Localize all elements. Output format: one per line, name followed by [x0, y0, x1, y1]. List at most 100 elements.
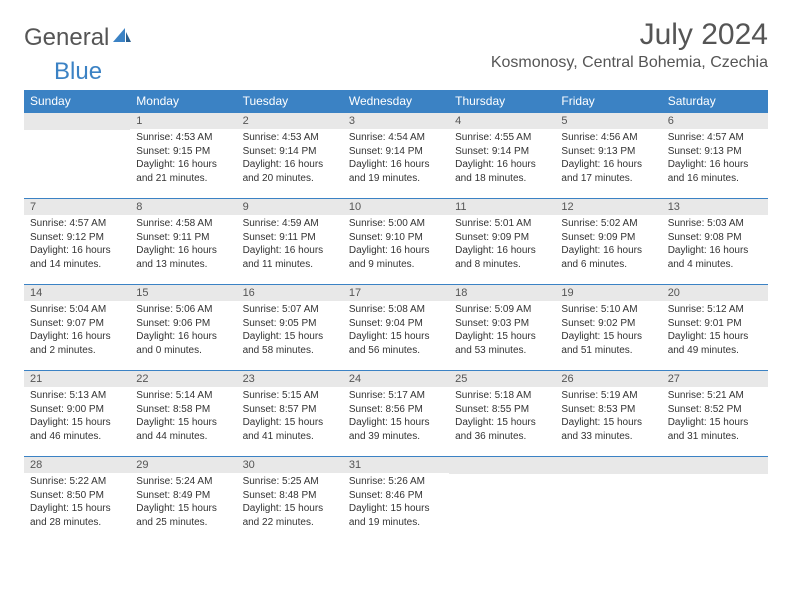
day-details: Sunrise: 5:18 AMSunset: 8:55 PMDaylight:… — [449, 387, 555, 447]
day-number: 12 — [555, 199, 661, 215]
sunrise-text: Sunrise: 5:17 AM — [349, 389, 443, 403]
day-number: 22 — [130, 371, 236, 387]
calendar-week-row: 14Sunrise: 5:04 AMSunset: 9:07 PMDayligh… — [24, 285, 768, 371]
calendar-day-cell: 10Sunrise: 5:00 AMSunset: 9:10 PMDayligh… — [343, 199, 449, 285]
day-details: Sunrise: 4:57 AMSunset: 9:13 PMDaylight:… — [662, 129, 768, 189]
calendar-day-cell: 7Sunrise: 4:57 AMSunset: 9:12 PMDaylight… — [24, 199, 130, 285]
sunrise-text: Sunrise: 5:15 AM — [243, 389, 337, 403]
daylight-text: Daylight: 15 hours and 58 minutes. — [243, 330, 337, 357]
day-details: Sunrise: 5:26 AMSunset: 8:46 PMDaylight:… — [343, 473, 449, 533]
calendar-day-cell — [662, 457, 768, 543]
sunset-text: Sunset: 8:55 PM — [455, 403, 549, 417]
day-details: Sunrise: 5:15 AMSunset: 8:57 PMDaylight:… — [237, 387, 343, 447]
daylight-text: Daylight: 15 hours and 49 minutes. — [668, 330, 762, 357]
day-details: Sunrise: 4:58 AMSunset: 9:11 PMDaylight:… — [130, 215, 236, 275]
day-number: 28 — [24, 457, 130, 473]
day-details: Sunrise: 5:10 AMSunset: 9:02 PMDaylight:… — [555, 301, 661, 361]
day-details: Sunrise: 4:56 AMSunset: 9:13 PMDaylight:… — [555, 129, 661, 189]
calendar-day-cell: 24Sunrise: 5:17 AMSunset: 8:56 PMDayligh… — [343, 371, 449, 457]
daylight-text: Daylight: 16 hours and 13 minutes. — [136, 244, 230, 271]
calendar-day-cell: 15Sunrise: 5:06 AMSunset: 9:06 PMDayligh… — [130, 285, 236, 371]
sunrise-text: Sunrise: 4:56 AM — [561, 131, 655, 145]
calendar-week-row: 28Sunrise: 5:22 AMSunset: 8:50 PMDayligh… — [24, 457, 768, 543]
sunrise-text: Sunrise: 5:02 AM — [561, 217, 655, 231]
weekday-header: Monday — [130, 90, 236, 113]
calendar-day-cell: 20Sunrise: 5:12 AMSunset: 9:01 PMDayligh… — [662, 285, 768, 371]
sunrise-text: Sunrise: 4:57 AM — [668, 131, 762, 145]
day-details: Sunrise: 5:06 AMSunset: 9:06 PMDaylight:… — [130, 301, 236, 361]
daylight-text: Daylight: 15 hours and 53 minutes. — [455, 330, 549, 357]
calendar-day-cell: 8Sunrise: 4:58 AMSunset: 9:11 PMDaylight… — [130, 199, 236, 285]
title-block: July 2024 Kosmonosy, Central Bohemia, Cz… — [491, 18, 768, 72]
daylight-text: Daylight: 15 hours and 28 minutes. — [30, 502, 124, 529]
sunrise-text: Sunrise: 5:07 AM — [243, 303, 337, 317]
sunset-text: Sunset: 8:46 PM — [349, 489, 443, 503]
calendar-day-cell: 14Sunrise: 5:04 AMSunset: 9:07 PMDayligh… — [24, 285, 130, 371]
day-number: 23 — [237, 371, 343, 387]
day-details: Sunrise: 5:02 AMSunset: 9:09 PMDaylight:… — [555, 215, 661, 275]
daylight-text: Daylight: 16 hours and 0 minutes. — [136, 330, 230, 357]
sunrise-text: Sunrise: 5:18 AM — [455, 389, 549, 403]
calendar-day-cell: 11Sunrise: 5:01 AMSunset: 9:09 PMDayligh… — [449, 199, 555, 285]
daylight-text: Daylight: 15 hours and 46 minutes. — [30, 416, 124, 443]
calendar-day-cell: 21Sunrise: 5:13 AMSunset: 9:00 PMDayligh… — [24, 371, 130, 457]
sunset-text: Sunset: 9:01 PM — [668, 317, 762, 331]
day-number: 3 — [343, 113, 449, 129]
day-number: 1 — [130, 113, 236, 129]
sunset-text: Sunset: 9:02 PM — [561, 317, 655, 331]
sunrise-text: Sunrise: 5:00 AM — [349, 217, 443, 231]
daylight-text: Daylight: 16 hours and 21 minutes. — [136, 158, 230, 185]
day-details: Sunrise: 5:08 AMSunset: 9:04 PMDaylight:… — [343, 301, 449, 361]
day-number: 7 — [24, 199, 130, 215]
sunrise-text: Sunrise: 5:04 AM — [30, 303, 124, 317]
day-details: Sunrise: 5:22 AMSunset: 8:50 PMDaylight:… — [24, 473, 130, 533]
sunset-text: Sunset: 8:56 PM — [349, 403, 443, 417]
day-number — [449, 457, 555, 474]
calendar-day-cell — [24, 113, 130, 199]
sunrise-text: Sunrise: 5:21 AM — [668, 389, 762, 403]
header: General July 2024 Kosmonosy, Central Boh… — [24, 18, 768, 72]
calendar-day-cell: 17Sunrise: 5:08 AMSunset: 9:04 PMDayligh… — [343, 285, 449, 371]
sunset-text: Sunset: 8:53 PM — [561, 403, 655, 417]
sunrise-text: Sunrise: 5:19 AM — [561, 389, 655, 403]
day-number — [555, 457, 661, 474]
sunrise-text: Sunrise: 4:54 AM — [349, 131, 443, 145]
day-number: 26 — [555, 371, 661, 387]
sunrise-text: Sunrise: 5:08 AM — [349, 303, 443, 317]
logo-sail-icon — [111, 26, 133, 46]
weekday-header: Tuesday — [237, 90, 343, 113]
daylight-text: Daylight: 15 hours and 22 minutes. — [243, 502, 337, 529]
day-number: 10 — [343, 199, 449, 215]
calendar-day-cell: 28Sunrise: 5:22 AMSunset: 8:50 PMDayligh… — [24, 457, 130, 543]
calendar-day-cell: 22Sunrise: 5:14 AMSunset: 8:58 PMDayligh… — [130, 371, 236, 457]
day-number: 2 — [237, 113, 343, 129]
sunrise-text: Sunrise: 5:09 AM — [455, 303, 549, 317]
sunset-text: Sunset: 8:49 PM — [136, 489, 230, 503]
day-details: Sunrise: 4:59 AMSunset: 9:11 PMDaylight:… — [237, 215, 343, 275]
day-details: Sunrise: 4:57 AMSunset: 9:12 PMDaylight:… — [24, 215, 130, 275]
sunrise-text: Sunrise: 4:53 AM — [243, 131, 337, 145]
daylight-text: Daylight: 15 hours and 41 minutes. — [243, 416, 337, 443]
sunset-text: Sunset: 8:48 PM — [243, 489, 337, 503]
sunset-text: Sunset: 9:06 PM — [136, 317, 230, 331]
calendar-day-cell: 16Sunrise: 5:07 AMSunset: 9:05 PMDayligh… — [237, 285, 343, 371]
daylight-text: Daylight: 15 hours and 19 minutes. — [349, 502, 443, 529]
day-details: Sunrise: 4:54 AMSunset: 9:14 PMDaylight:… — [343, 129, 449, 189]
day-details: Sunrise: 5:09 AMSunset: 9:03 PMDaylight:… — [449, 301, 555, 361]
calendar-week-row: 7Sunrise: 4:57 AMSunset: 9:12 PMDaylight… — [24, 199, 768, 285]
day-number: 20 — [662, 285, 768, 301]
calendar-week-row: 1Sunrise: 4:53 AMSunset: 9:15 PMDaylight… — [24, 113, 768, 199]
sunset-text: Sunset: 8:52 PM — [668, 403, 762, 417]
logo-text-blue: Blue — [54, 58, 102, 85]
day-number: 4 — [449, 113, 555, 129]
sunset-text: Sunset: 9:00 PM — [30, 403, 124, 417]
sunrise-text: Sunrise: 5:24 AM — [136, 475, 230, 489]
sunset-text: Sunset: 9:14 PM — [243, 145, 337, 159]
calendar-day-cell: 12Sunrise: 5:02 AMSunset: 9:09 PMDayligh… — [555, 199, 661, 285]
day-details: Sunrise: 5:13 AMSunset: 9:00 PMDaylight:… — [24, 387, 130, 447]
day-details: Sunrise: 4:53 AMSunset: 9:15 PMDaylight:… — [130, 129, 236, 189]
sunset-text: Sunset: 9:09 PM — [561, 231, 655, 245]
daylight-text: Daylight: 16 hours and 16 minutes. — [668, 158, 762, 185]
sunrise-text: Sunrise: 5:06 AM — [136, 303, 230, 317]
daylight-text: Daylight: 15 hours and 25 minutes. — [136, 502, 230, 529]
